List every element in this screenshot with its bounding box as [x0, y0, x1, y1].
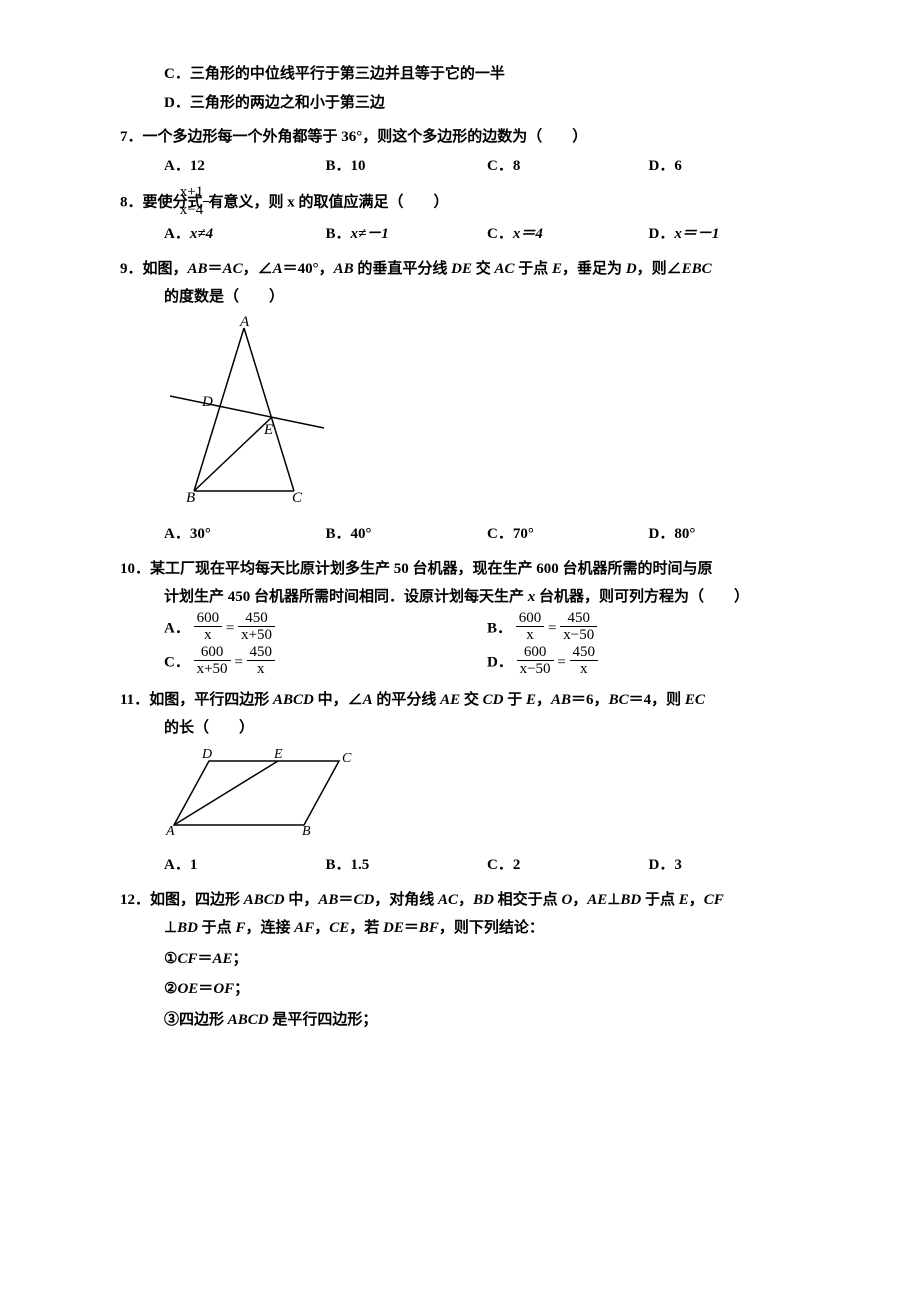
q10-stem-l1: 10．某工厂现在平均每天比原计划多生产 50 台机器，现在生产 600 台机器所…	[120, 555, 810, 584]
question-8: 8．要使分式x+1x−4有意义，则 x 的取值应满足（ ） A．x≠4 B．x≠…	[120, 186, 810, 249]
q8-options: A．x≠4 B．x≠－1 C．x＝4 D．x＝－1	[120, 220, 810, 249]
q10-opt-a: A． 600x = 450x+50	[164, 612, 487, 646]
svg-text:E: E	[263, 422, 273, 438]
pre-d-label: D	[164, 95, 175, 111]
q12-stem-l2: ⊥BD 于点 F，连接 AF，CE，若 DE＝BF，则下列结论：	[120, 914, 810, 943]
q10-opt-d: D． 600x−50 = 450x	[487, 646, 810, 680]
q11-l1: 如图，平行四边形 ABCD 中，∠A 的平分线 AE 交 CD 于 E，AB＝6…	[149, 692, 705, 708]
q8-opt-b: B．x≠－1	[326, 220, 488, 249]
q10-opt-c: C． 600x+50 = 450x	[164, 646, 487, 680]
q11-opt-d: D．3	[649, 851, 811, 880]
question-12: 12．如图，四边形 ABCD 中，AB＝CD，对角线 AC，BD 相交于点 O，…	[120, 886, 810, 1035]
q8-opt-d: D．x＝－1	[649, 220, 811, 249]
q10-row2: C． 600x+50 = 450x D． 600x−50 = 450x	[120, 646, 810, 680]
svg-text:A: A	[239, 316, 250, 330]
q8-fraction: x+1x−4	[203, 184, 209, 218]
q9-opt-b: B．40°	[326, 520, 488, 549]
question-10: 10．某工厂现在平均每天比原计划多生产 50 台机器，现在生产 600 台机器所…	[120, 555, 810, 680]
question-7: 7．一个多边形每一个外角都等于 36°，则这个多边形的边数为（ ） A．12 B…	[120, 123, 810, 180]
svg-text:C: C	[292, 490, 303, 506]
q7-opt-d: D．6	[649, 152, 811, 181]
q8-num: 8．	[120, 194, 143, 210]
pre-d-text: ．三角形的两边之和小于第三边	[175, 95, 385, 111]
q9-figure: A B C D E	[120, 316, 810, 517]
q7-options: A．12 B．10 C．8 D．6	[120, 152, 810, 181]
parallelogram-diagram-icon: A B C D E	[164, 747, 364, 837]
q7-num: 7．	[120, 129, 143, 145]
q12-c2: ②OE＝OF；	[120, 975, 810, 1004]
svg-text:C: C	[342, 751, 352, 766]
svg-text:A: A	[165, 824, 175, 837]
q8-stem: 8．要使分式x+1x−4有意义，则 x 的取值应满足（ ）	[120, 186, 810, 220]
q7-opt-b: B．10	[326, 152, 488, 181]
pre-c-label: C	[164, 66, 175, 82]
q8-post: 有意义，则 x 的取值应满足（ ）	[209, 194, 449, 210]
q9-opt-a: A．30°	[164, 520, 326, 549]
q7-text: 一个多边形每一个外角都等于 36°，则这个多边形的边数为（ ）	[143, 129, 588, 145]
q11-opt-c: C．2	[487, 851, 649, 880]
pre-c-text: ．三角形的中位线平行于第三边并且等于它的一半	[175, 66, 505, 82]
q11-num: 11．	[120, 692, 149, 708]
svg-text:D: D	[201, 747, 212, 762]
svg-text:B: B	[186, 490, 195, 506]
q10-l1: 某工厂现在平均每天比原计划多生产 50 台机器，现在生产 600 台机器所需的时…	[150, 561, 713, 577]
question-9: 9．如图，AB＝AC，∠A＝40°，AB 的垂直平分线 DE 交 AC 于点 E…	[120, 255, 810, 549]
q9-options: A．30° B．40° C．70° D．80°	[120, 520, 810, 549]
q12-l1: 如图，四边形 ABCD 中，AB＝CD，对角线 AC，BD 相交于点 O，AE⊥…	[150, 892, 724, 908]
q12-c1: ①CF＝AE；	[120, 945, 810, 974]
q11-stem-l2: 的长（ ）	[120, 714, 810, 743]
q9-opt-c: C．70°	[487, 520, 649, 549]
q12-stem-l1: 12．如图，四边形 ABCD 中，AB＝CD，对角线 AC，BD 相交于点 O，…	[120, 886, 810, 915]
q12-num: 12．	[120, 892, 150, 908]
q9-l1: 如图，AB＝AC，∠A＝40°，AB 的垂直平分线 DE 交 AC 于点 E，垂…	[143, 261, 712, 277]
q11-stem-l1: 11．如图，平行四边形 ABCD 中，∠A 的平分线 AE 交 CD 于 E，A…	[120, 686, 810, 715]
q11-opt-b: B．1.5	[326, 851, 488, 880]
q11-figure: A B C D E	[120, 747, 810, 848]
q8-opt-c: C．x＝4	[487, 220, 649, 249]
q7-opt-c: C．8	[487, 152, 649, 181]
q7-stem: 7．一个多边形每一个外角都等于 36°，则这个多边形的边数为（ ）	[120, 123, 810, 152]
q9-stem-l1: 9．如图，AB＝AC，∠A＝40°，AB 的垂直平分线 DE 交 AC 于点 E…	[120, 255, 810, 284]
q9-opt-d: D．80°	[649, 520, 811, 549]
preceding-options: C．三角形的中位线平行于第三边并且等于它的一半 D．三角形的两边之和小于第三边	[120, 60, 810, 117]
q9-num: 9．	[120, 261, 143, 277]
q10-row1: A． 600x = 450x+50 B． 600x = 450x−50	[120, 612, 810, 646]
q11-opt-a: A．1	[164, 851, 326, 880]
q10-opt-b: B． 600x = 450x−50	[487, 612, 810, 646]
svg-text:E: E	[273, 747, 283, 762]
pre-option-c: C．三角形的中位线平行于第三边并且等于它的一半	[120, 60, 810, 89]
q11-options: A．1 B．1.5 C．2 D．3	[120, 851, 810, 880]
q9-stem-l2: 的度数是（ ）	[120, 283, 810, 312]
q7-opt-a: A．12	[164, 152, 326, 181]
q10-stem-l2: 计划生产 450 台机器所需时间相同．设原计划每天生产 x 台机器，则可列方程为…	[120, 583, 810, 612]
q8-opt-a: A．x≠4	[164, 220, 326, 249]
triangle-diagram-icon: A B C D E	[164, 316, 344, 506]
pre-option-d: D．三角形的两边之和小于第三边	[120, 89, 810, 118]
svg-text:B: B	[302, 824, 311, 837]
q12-c3: ③四边形 ABCD 是平行四边形；	[120, 1006, 810, 1035]
question-11: 11．如图，平行四边形 ABCD 中，∠A 的平分线 AE 交 CD 于 E，A…	[120, 686, 810, 880]
q10-num: 10．	[120, 561, 150, 577]
svg-text:D: D	[201, 394, 213, 410]
